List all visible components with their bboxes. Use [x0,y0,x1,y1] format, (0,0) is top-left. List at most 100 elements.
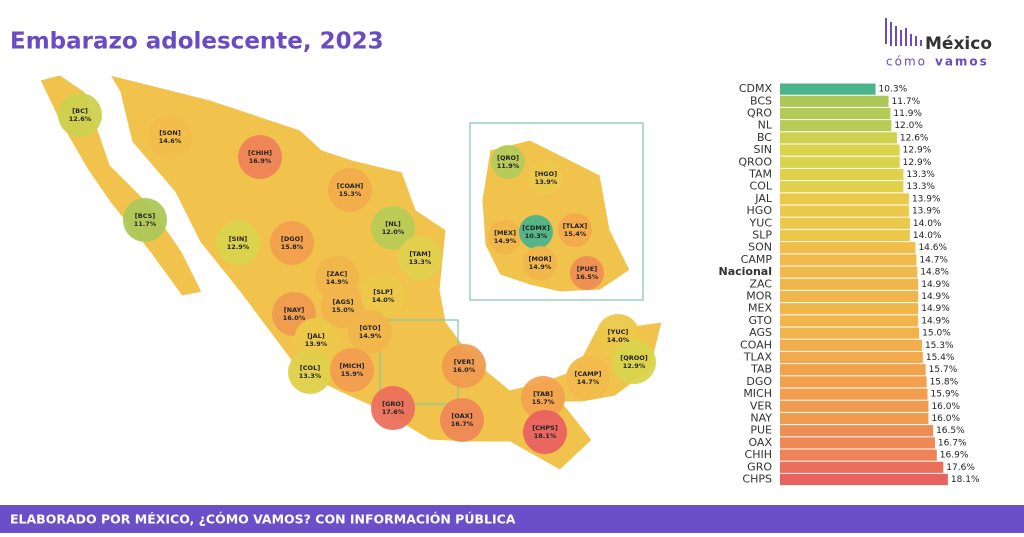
state-value: 11.9% [497,162,520,170]
state [488,220,522,254]
state-name: [CHPS] [532,424,558,432]
category-label: CHIH [745,448,772,461]
category-label: BCS [750,94,772,107]
bar [780,132,897,144]
state-value: 16.0% [283,314,306,322]
bar [780,351,923,364]
state-name: [PUE] [577,265,597,273]
value-label: 12.9% [903,146,932,156]
bar [780,242,916,254]
value-label: 12.0% [894,121,923,131]
value-label: 14.8% [920,268,949,278]
value-label: 16.9% [940,451,969,461]
bar [780,327,920,339]
category-label: MOR [746,290,772,303]
value-label: 17.6% [946,463,975,473]
bar [780,144,900,156]
bar [780,449,937,461]
bar [780,120,892,132]
category-label: AGS [749,326,772,339]
state [58,93,102,137]
state-value: 12.9% [623,362,646,370]
state-value: 12.9% [227,243,250,251]
bar [780,412,929,425]
bar [780,217,910,229]
category-label: ZAC [749,277,772,290]
value-label: 14.9% [921,292,950,302]
state-value: 16.5% [576,273,599,281]
state [216,221,260,265]
state-name: [VER] [454,358,474,366]
bar [780,339,922,351]
value-label: 13.3% [906,182,935,192]
state-value: 13.9% [305,340,328,348]
value-label: 12.6% [900,133,929,143]
category-label: COL [750,180,773,193]
bar [780,388,928,400]
bar [780,229,910,242]
state-value: 13.3% [409,258,432,266]
state-value: 15.8% [281,243,304,251]
state [519,215,553,249]
state-name: [MOR] [529,255,552,263]
footer-text: ELABORADO POR MÉXICO, ¿CÓMO VAMOS? CON I… [10,512,516,527]
bar [780,193,909,205]
state-value: 14.9% [326,278,349,286]
category-label: SIN [754,143,772,156]
value-label: 13.9% [912,207,941,217]
state [238,135,282,179]
category-label: TLAX [743,351,773,364]
category-label: CAMP [741,253,773,266]
value-label: 16.7% [938,438,967,448]
category-label: MEX [748,302,772,315]
map: [BC]12.6% [SON]14.6% [CHIH]16.9% [COAH]15.3… [39,74,663,471]
category-label: Nacional [718,265,772,278]
bar [780,156,900,168]
state-name: [ZAC] [327,270,347,278]
state-name: [AGS] [333,298,354,306]
state-value: 15.3% [339,190,362,198]
state-value: 14.7% [577,378,600,386]
logo-tagline: vamos [935,55,989,69]
state [558,213,592,247]
value-label: 14.6% [918,243,947,253]
state [398,236,442,280]
state-value: 14.9% [494,237,517,245]
value-label: 15.0% [922,329,951,339]
footer-band [0,505,1024,533]
state [566,356,610,400]
title: Embarazo adolescente, 2023 [10,29,384,55]
state-value: 15.9% [341,370,364,378]
bar [780,278,919,290]
state-name: [NAY] [284,306,305,314]
state-name: [DGO] [281,235,303,243]
category-label: MICH [743,387,772,400]
value-label: 14.0% [913,219,942,229]
state-name: [JAL] [307,332,325,340]
state-name: [SIN] [229,235,248,243]
state [570,256,604,290]
value-label: 16.0% [931,402,960,412]
bar [780,315,919,327]
value-label: 15.7% [929,365,958,375]
state-name: [TAM] [409,250,430,258]
value-label: 16.5% [936,426,965,436]
state [440,398,484,442]
state [328,168,372,212]
state-name: [GTO] [359,324,380,332]
state-name: [SLP] [373,288,393,296]
bar [780,290,919,303]
bar [780,168,904,181]
bar [780,95,889,107]
state-name: [QRO] [497,154,519,162]
state [523,246,557,280]
state [521,376,565,420]
value-label: 18.1% [951,475,980,485]
value-label: 12.9% [903,158,932,168]
state [270,221,314,265]
state [288,350,332,394]
category-label: DGO [746,375,772,388]
value-label: 14.0% [913,231,942,241]
state [371,386,415,430]
